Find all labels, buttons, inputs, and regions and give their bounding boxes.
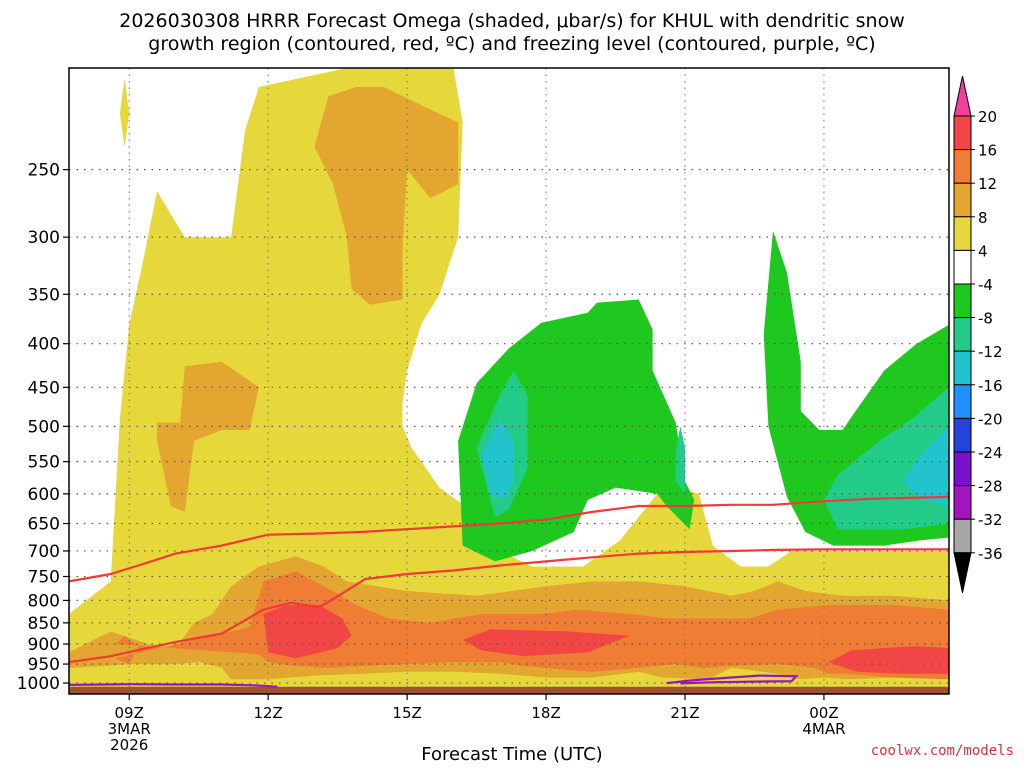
colorbar-bin-13 [953, 518, 972, 554]
y-tick-label-850: 850 [28, 614, 60, 634]
colorbar-label-4: 4 [978, 242, 988, 260]
colorbar-label-11: -28 [978, 478, 1003, 496]
omega-8to12-mid [157, 361, 259, 512]
colorbar-label-2: 12 [978, 175, 997, 193]
colorbar-label-3: 8 [978, 209, 988, 227]
x-tick-label-9-0: 09Z [115, 704, 144, 722]
y-tick-label-550: 550 [28, 453, 60, 473]
x-tick-label-12-0: 12Z [253, 704, 282, 722]
colorbar-bin-12 [953, 485, 972, 520]
x-tick-label-15-0: 15Z [392, 704, 421, 722]
y-tick-label-600: 600 [28, 485, 60, 505]
colorbar-label-13: -36 [978, 545, 1003, 563]
y-tick-label-750: 750 [28, 568, 60, 588]
chart-title-line-2: growth region (contoured, red, ºC) and f… [148, 33, 876, 55]
colorbar-bin-5 [953, 249, 972, 285]
omega-neg4to-8-21z-spot [675, 426, 685, 494]
x-tick-label-9-2: 2026 [110, 736, 148, 754]
colorbar: 20 16 12 8 4 -4 -8 -12 -16 -20 -24 -28 -32 -36 [953, 75, 1003, 593]
x-tick-label-9-1: 3MAR [108, 720, 151, 738]
x-tick-label-24-0: 00Z [809, 704, 838, 722]
colorbar-bin-7 [953, 317, 972, 352]
colorbar-label-7: -12 [978, 343, 1003, 361]
plot-frame [68, 67, 950, 695]
omega-16to20-a [263, 605, 352, 659]
y-tick-label-450: 450 [28, 378, 60, 398]
omega-neg4to-8-center [458, 299, 695, 562]
colorbar-label-12: -32 [978, 511, 1003, 529]
x-tick-label-24-1: 4MAR [802, 720, 845, 738]
y-tick-label-350: 350 [28, 285, 60, 305]
omega-4to8-main [69, 68, 949, 687]
colorbar-bottom-arrow [953, 552, 972, 593]
colorbar-bin-6 [953, 283, 972, 319]
freezing-level-contour-1 [69, 683, 278, 688]
colorbar-bin-1 [953, 115, 972, 151]
omega-8to12-upper [314, 87, 459, 305]
y-tick-label-250: 250 [28, 161, 60, 181]
colorbar-label-1: 16 [978, 142, 997, 160]
colorbar-label-10: -24 [978, 444, 1003, 462]
dgz-lower-contour [69, 548, 949, 664]
y-tick-label-500: 500 [28, 417, 60, 437]
colorbar-label-6: -8 [978, 310, 993, 328]
colorbar-bin-9 [953, 384, 972, 419]
omega-12to16-lower [115, 571, 949, 680]
colorbar-bin-2 [953, 149, 972, 184]
colorbar-label-8: -16 [978, 377, 1003, 395]
y-tick-label-950: 950 [28, 655, 60, 675]
x-tick-label-21-0: 21Z [670, 704, 699, 722]
y-tick-label-800: 800 [28, 591, 60, 611]
colorbar-bin-11 [953, 451, 972, 487]
y-tick-label-700: 700 [28, 542, 60, 562]
colorbar-bin-4 [953, 216, 972, 251]
dgz-upper-contour [69, 495, 949, 583]
plot-area [69, 68, 949, 694]
y-tick-label-900: 900 [28, 635, 60, 655]
colorbar-bin-3 [953, 182, 972, 218]
omega-neg12to-16-right [902, 426, 949, 506]
colorbar-label-5: -4 [978, 276, 993, 294]
ground-surface [69, 686, 949, 694]
freezing-level-contour-2 [666, 674, 799, 685]
omega-4to8-top-spot [119, 77, 130, 147]
y-tick-label-300: 300 [28, 228, 60, 248]
y-tick-label-400: 400 [28, 335, 60, 355]
y-tick-label-1000: 1000 [17, 674, 60, 694]
x-tick-label-18-0: 18Z [531, 704, 560, 722]
omega-neg12to-16-center [481, 418, 514, 500]
colorbar-bin-10 [953, 417, 972, 453]
colorbar-bin-8 [953, 350, 972, 386]
chart-title-line-1: 2026030308 HRRR Forecast Omega (shaded, … [119, 10, 905, 32]
omega-16to20-b [462, 629, 630, 657]
y-tick-label-650: 650 [28, 515, 60, 535]
colorbar-top-arrow [953, 75, 972, 117]
omega-16to20-c [828, 646, 949, 674]
colorbar-label-9: -20 [978, 410, 1003, 428]
x-axis-label: Forecast Time (UTC) [421, 744, 603, 765]
colorbar-label-0: 20 [978, 108, 997, 126]
credit-link[interactable]: coolwx.com/models [870, 743, 1014, 759]
